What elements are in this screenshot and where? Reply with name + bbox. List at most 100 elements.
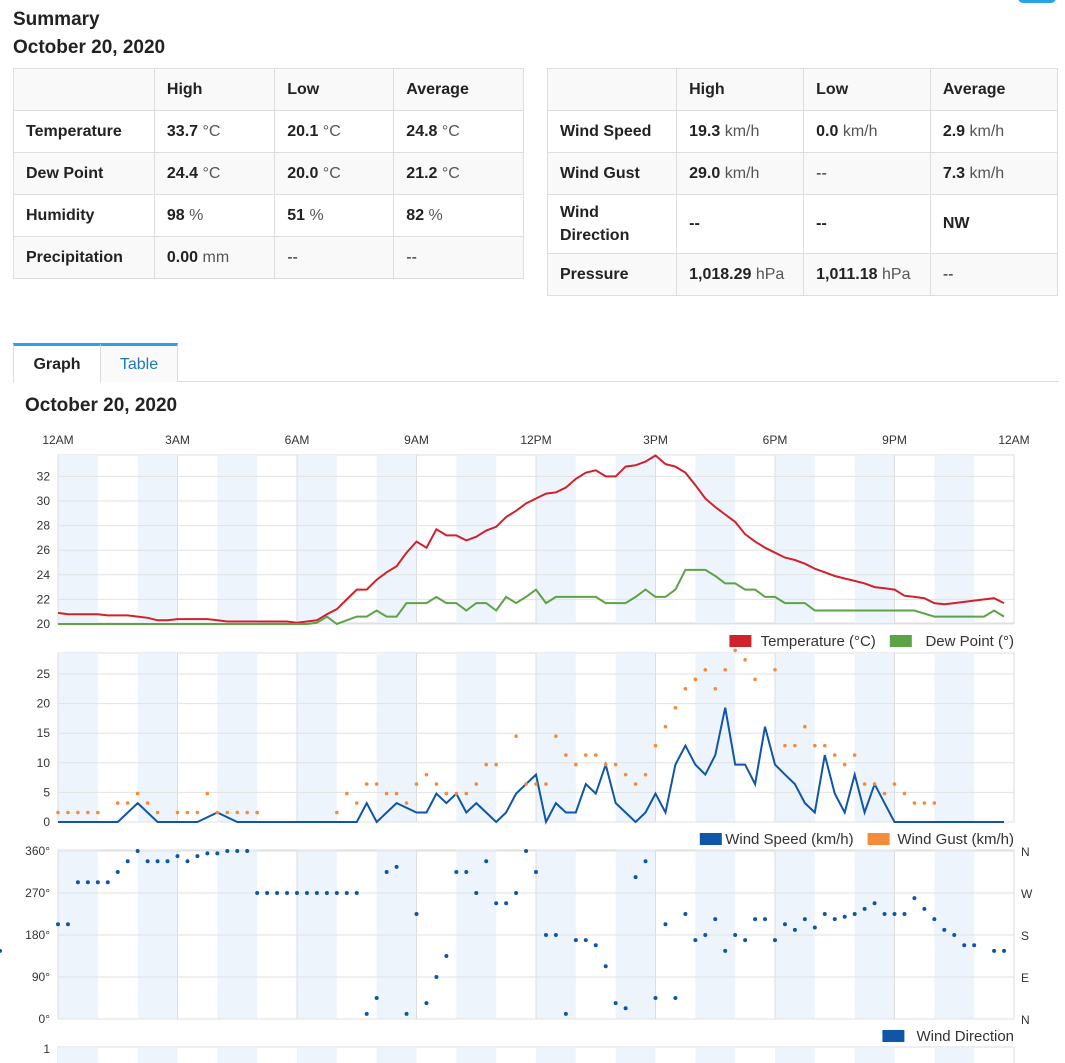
direction-point	[524, 849, 529, 853]
gust-point	[773, 668, 777, 672]
direction-point	[862, 906, 867, 911]
gust-point	[354, 801, 359, 805]
y-tick-label: 22	[37, 592, 51, 606]
gust-point	[394, 791, 399, 796]
cell-unit: mm	[198, 248, 230, 266]
direction-point	[135, 849, 140, 853]
gust-point	[235, 810, 240, 815]
direction-point	[404, 1011, 409, 1016]
gust-point	[384, 791, 389, 796]
tab-graph[interactable]: Graph	[13, 343, 101, 383]
gust-point	[534, 782, 538, 786]
gust-point	[643, 772, 648, 777]
y-right-tick-label: W	[1021, 887, 1033, 901]
gust-point	[494, 762, 498, 767]
y-tick-label: 270°	[25, 886, 50, 900]
direction-point	[922, 906, 927, 911]
gust-point	[832, 753, 837, 757]
direction-point	[852, 912, 857, 916]
direction-point	[932, 917, 937, 922]
gust-point	[66, 810, 70, 815]
x-tick-label: 9AM	[404, 433, 429, 447]
direction-point	[494, 901, 499, 906]
direction-point	[95, 880, 100, 885]
gust-point	[813, 743, 817, 748]
series-line	[58, 568, 1005, 626]
cell-avg: --	[393, 236, 524, 279]
direction-point	[812, 925, 817, 930]
gust-point	[225, 810, 230, 815]
hour-band	[297, 455, 337, 623]
gust-point	[554, 734, 558, 738]
y-tick-label: 20	[37, 617, 51, 631]
y-tick-label: 5	[43, 785, 50, 799]
cell-unit: °C	[318, 122, 341, 140]
hour-band	[217, 653, 258, 822]
gust-point	[852, 753, 857, 757]
direction-point	[434, 975, 439, 979]
cell-unit: °C	[198, 164, 221, 182]
direction-point	[802, 917, 807, 922]
cell-unit: km/h	[965, 164, 1005, 182]
top-blue-button[interactable]	[1018, 0, 1056, 3]
legend-label: Wind Speed (km/h)	[725, 831, 853, 848]
hour-band	[615, 455, 656, 623]
view-tabs: Graph Table	[13, 343, 1059, 383]
x-tick-label: 12PM	[520, 433, 551, 447]
table-row: Wind Direction -- -- NW	[546, 194, 1059, 254]
direction-point	[872, 901, 877, 906]
gust-point	[414, 782, 419, 786]
cell-unit: km/h	[838, 122, 878, 140]
table-row: Temperature 33.7 °C 20.1 °C 24.8 °C	[13, 110, 524, 153]
direction-point	[782, 922, 787, 927]
x-tick-label: 6PM	[763, 433, 788, 447]
hour-band	[854, 455, 895, 623]
direction-point	[912, 896, 917, 901]
hour-band	[536, 455, 576, 623]
cell-avg: 2.9 km/h	[929, 110, 1059, 153]
direction-point	[484, 859, 489, 864]
y-tick-label: 180°	[25, 928, 50, 942]
gust-point	[613, 762, 618, 767]
direction-point	[165, 859, 170, 864]
legend-swatch	[882, 1030, 905, 1042]
direction-point	[464, 870, 469, 874]
direction-point	[892, 912, 897, 916]
gust-point	[872, 782, 877, 786]
legend-label: Wind Direction	[916, 1028, 1014, 1045]
right-header-high: High	[676, 68, 805, 111]
gust-point	[882, 791, 887, 796]
direction-point	[763, 917, 768, 922]
x-tick-label: 3PM	[643, 433, 668, 447]
hour-band	[775, 1048, 815, 1063]
gust-point	[444, 791, 449, 796]
weather-chart: 12AM 3AM 6AM 9AM 12PM 3PM 6PM 9PM 12AM 20 22 24 26 28…	[0, 433, 1033, 1063]
gust-point	[803, 724, 807, 729]
gust-point	[743, 657, 747, 662]
gust-point	[902, 791, 907, 796]
direction-point	[663, 922, 668, 927]
y-tick-label: 28	[37, 519, 51, 533]
direction-point	[1002, 948, 1007, 953]
direction-point	[175, 854, 180, 859]
y-tick-label: 26	[37, 543, 51, 557]
cell-avg: 21.2 °C	[393, 152, 524, 195]
gust-point	[544, 782, 548, 786]
direction-point	[364, 1011, 369, 1016]
tab-table[interactable]: Table	[100, 343, 178, 382]
gust-point	[484, 762, 489, 767]
series-line	[57, 454, 1005, 624]
direction-point	[832, 917, 837, 922]
hour-band	[376, 455, 417, 623]
direction-point	[125, 859, 130, 864]
cell-unit: km/h	[720, 164, 760, 182]
gust-point	[115, 801, 120, 805]
cell-avg: NW	[929, 194, 1059, 254]
gust-point	[783, 743, 787, 748]
direction-point	[753, 917, 758, 922]
cell-value: 82	[406, 206, 425, 224]
cell-low: --	[803, 152, 931, 195]
cell-unit: %	[184, 206, 204, 224]
y-tick-label: 15	[37, 726, 51, 740]
gust-point	[862, 782, 867, 786]
